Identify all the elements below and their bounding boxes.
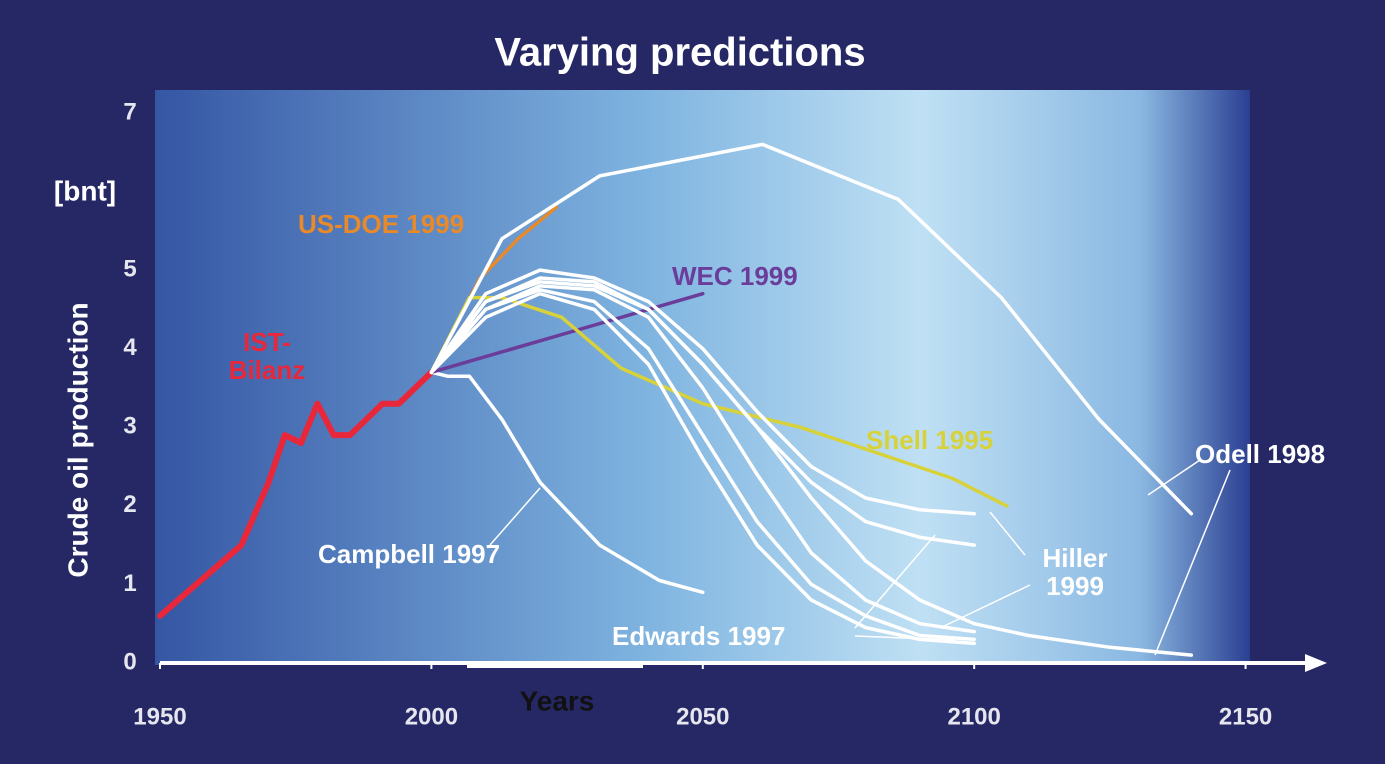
series-line (429, 291, 976, 646)
chart-title: Varying predictions (494, 31, 865, 75)
series-line (157, 369, 435, 619)
x-tick-label: 2100 (947, 703, 1000, 730)
x-tick-label: 1950 (133, 703, 186, 730)
x-tick-label: 2000 (405, 703, 458, 730)
y-tick-label: 0 (123, 648, 136, 675)
series-line (429, 268, 976, 516)
series-label: IST-Bilanz (228, 327, 306, 385)
series-label: Edwards 1997 (612, 621, 786, 651)
series-line (429, 284, 976, 634)
series-line (429, 280, 976, 547)
y-tick-label: 1 (123, 570, 136, 597)
y-tick-label: 3 (123, 413, 136, 440)
x-tick-label: 2050 (676, 703, 729, 730)
y-tick-label: 2 (123, 491, 136, 518)
series-label: US-DOE 1999 (298, 209, 465, 239)
annotation-pointers (489, 459, 1231, 656)
series-line (429, 288, 976, 642)
series-line (429, 276, 1194, 657)
x-axis-arrow (1305, 654, 1327, 672)
x-tick-label: 2150 (1219, 703, 1272, 730)
y-tick-label: 5 (123, 255, 136, 282)
y-tick-label: 4 (123, 334, 137, 361)
series-label: WEC 1999 (672, 261, 798, 291)
series-label: Campbell 1997 (318, 539, 501, 569)
series-label: Shell 1995 (866, 425, 994, 455)
y-tick-label: 7 (123, 98, 136, 125)
y-axis-title: Crude oil production (62, 302, 93, 577)
series-line (429, 370, 705, 595)
series-line (429, 291, 705, 375)
series-label: Odell 1998 (1195, 439, 1326, 469)
series-label: Hiller 1999 (1042, 543, 1108, 601)
y-unit: [bnt] (54, 175, 116, 206)
series-line (429, 142, 1194, 516)
x-axis-title: Years (520, 685, 595, 716)
